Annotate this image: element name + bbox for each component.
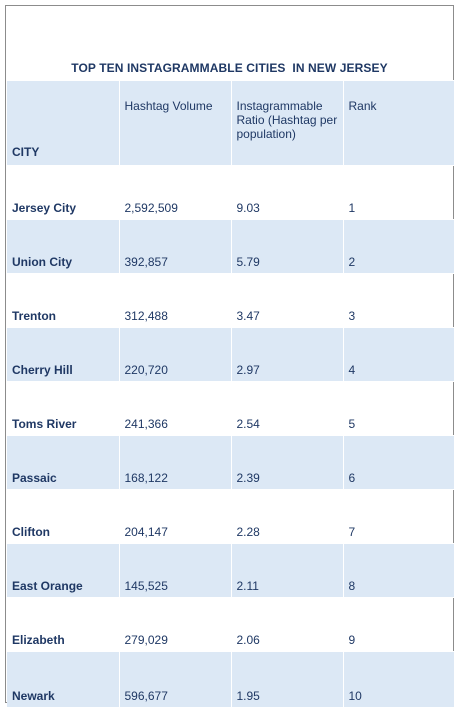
table-row: Passaic 168,122 2.39 6 [7, 435, 455, 490]
cell-city: Newark [7, 651, 120, 708]
cell-rank: 9 [342, 597, 455, 652]
table-title: TOP TEN INSTAGRAMMABLE CITIES IN NEW JER… [71, 61, 388, 75]
cell-rank: 6 [342, 435, 455, 490]
table-row: East Orange 145,525 2.11 8 [7, 543, 455, 598]
cell-ratio: 5.79 [230, 219, 344, 274]
cell-city: Elizabeth [7, 597, 120, 652]
table-row: Clifton 204,147 2.28 7 [7, 489, 455, 544]
cell-hashtag-volume: 2,592,509 [118, 165, 232, 220]
cell-city: Passaic [7, 435, 120, 490]
table-body: Jersey City 2,592,509 9.03 1 Union City … [7, 165, 455, 708]
table-row: Toms River 241,366 2.54 5 [7, 381, 455, 436]
cell-rank: 2 [342, 219, 455, 274]
header-row: CITY Hashtag Volume Instagrammable Ratio… [7, 80, 455, 166]
cell-hashtag-volume: 168,122 [118, 435, 232, 490]
cell-city: Jersey City [7, 165, 120, 220]
table-row: Union City 392,857 5.79 2 [7, 219, 455, 274]
header-instagrammable-ratio: Instagrammable Ratio (Hashtag per popula… [230, 80, 344, 166]
cell-rank: 4 [342, 327, 455, 382]
cell-rank: 1 [342, 165, 455, 220]
cell-ratio: 2.54 [230, 381, 344, 436]
cell-hashtag-volume: 596,677 [118, 651, 232, 708]
cell-ratio: 9.03 [230, 165, 344, 220]
cell-ratio: 2.06 [230, 597, 344, 652]
cell-rank: 7 [342, 489, 455, 544]
cell-hashtag-volume: 145,525 [118, 543, 232, 598]
cell-city: Toms River [7, 381, 120, 436]
table-row: Newark 596,677 1.95 10 [7, 651, 455, 708]
header-hashtag-volume: Hashtag Volume [118, 80, 232, 166]
table-row: Cherry Hill 220,720 2.97 4 [7, 327, 455, 382]
header-city: CITY [7, 80, 120, 166]
cell-hashtag-volume: 279,029 [118, 597, 232, 652]
cell-rank: 8 [342, 543, 455, 598]
table-row: Elizabeth 279,029 2.06 9 [7, 597, 455, 652]
cell-ratio: 2.39 [230, 435, 344, 490]
table-row: Trenton 312,488 3.47 3 [7, 273, 455, 328]
header-rank: Rank [342, 80, 455, 166]
cell-hashtag-volume: 220,720 [118, 327, 232, 382]
cell-rank: 5 [342, 381, 455, 436]
cities-table: CITY Hashtag Volume Instagrammable Ratio… [7, 80, 455, 708]
cell-hashtag-volume: 204,147 [118, 489, 232, 544]
cell-city: Union City [7, 219, 120, 274]
cell-city: Cherry Hill [7, 327, 120, 382]
cell-city: East Orange [7, 543, 120, 598]
cell-rank: 3 [342, 273, 455, 328]
cell-ratio: 2.97 [230, 327, 344, 382]
cell-hashtag-volume: 392,857 [118, 219, 232, 274]
cell-city: Clifton [7, 489, 120, 544]
cell-rank: 10 [342, 651, 455, 708]
cell-hashtag-volume: 241,366 [118, 381, 232, 436]
cell-ratio: 2.28 [230, 489, 344, 544]
cell-ratio: 1.95 [230, 651, 344, 708]
cell-ratio: 2.11 [230, 543, 344, 598]
cell-hashtag-volume: 312,488 [118, 273, 232, 328]
table-row: Jersey City 2,592,509 9.03 1 [7, 165, 455, 220]
document-frame: TOP TEN INSTAGRAMMABLE CITIES IN NEW JER… [5, 5, 455, 708]
cell-city: Trenton [7, 273, 120, 328]
cell-ratio: 3.47 [230, 273, 344, 328]
